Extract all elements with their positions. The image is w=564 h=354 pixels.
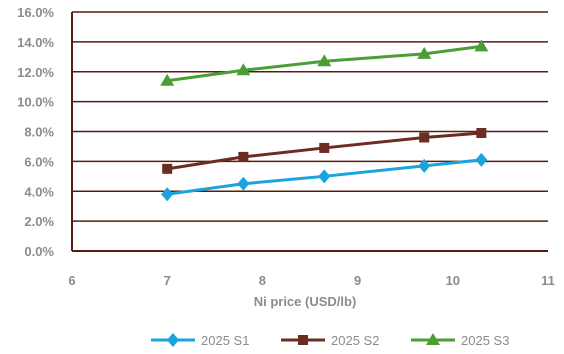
y-tick-label: 4.0% xyxy=(24,184,54,199)
gridlines xyxy=(72,11,548,222)
y-tick-label: 6.0% xyxy=(24,154,54,169)
series-layer xyxy=(160,39,489,202)
x-tick-labels: 6 7 8 9 10 11 xyxy=(68,273,554,288)
x-tick-label: 10 xyxy=(446,273,460,288)
data-point xyxy=(418,158,431,173)
x-tick-label: 8 xyxy=(259,273,266,288)
x-tick-label: 9 xyxy=(354,273,361,288)
axes xyxy=(71,12,548,252)
x-tick-label: 7 xyxy=(164,273,171,288)
data-point xyxy=(162,163,173,174)
y-tick-labels: 0.0% 2.0% 4.0% 6.0% 8.0% 10.0% 12.0% 14.0% 16.0% xyxy=(17,5,54,259)
y-tick-label: 16.0% xyxy=(17,5,54,20)
legend-label: 2025 S3 xyxy=(461,333,509,348)
data-point xyxy=(161,187,174,202)
legend-marker xyxy=(298,335,308,345)
y-tick-label: 8.0% xyxy=(24,125,54,140)
data-point xyxy=(317,54,332,67)
legend: 2025 S1 2025 S2 2025 S3 xyxy=(151,333,509,348)
data-point xyxy=(237,176,250,191)
data-point xyxy=(476,127,487,138)
series-2 xyxy=(162,127,487,174)
series-1 xyxy=(161,152,488,202)
legend-label: 2025 S2 xyxy=(331,333,379,348)
x-tick-label: 6 xyxy=(68,273,75,288)
data-point xyxy=(236,63,251,76)
series-3 xyxy=(160,39,489,86)
legend-marker xyxy=(167,333,179,347)
y-tick-label: 0.0% xyxy=(24,244,54,259)
legend-item: 2025 S2 xyxy=(281,333,379,348)
y-tick-label: 12.0% xyxy=(17,65,54,80)
data-point xyxy=(417,46,432,59)
data-point xyxy=(238,151,249,162)
data-point xyxy=(474,39,489,52)
x-axis-title: Ni price (USD/lb) xyxy=(254,294,357,309)
legend-item: 2025 S1 xyxy=(151,333,249,348)
data-point xyxy=(419,132,430,143)
y-tick-label: 2.0% xyxy=(24,214,54,229)
y-tick-label: 10.0% xyxy=(17,95,54,110)
data-point xyxy=(475,152,488,167)
data-point xyxy=(160,73,175,86)
legend-item: 2025 S3 xyxy=(411,333,509,348)
y-tick-label: 14.0% xyxy=(17,35,54,50)
data-point xyxy=(319,142,330,153)
legend-label: 2025 S1 xyxy=(201,333,249,348)
data-point xyxy=(318,169,331,184)
x-tick-label: 11 xyxy=(541,273,555,288)
legend-marker xyxy=(426,333,440,345)
